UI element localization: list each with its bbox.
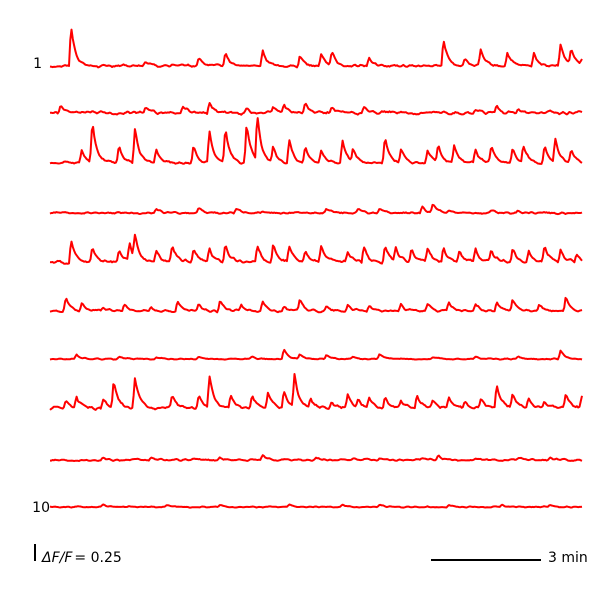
amplitude-value: = 0.25 <box>74 550 121 566</box>
trace-1 <box>49 28 583 69</box>
amplitude-quantity: ΔF/F <box>41 550 73 566</box>
trace-label-first: 1 <box>33 56 42 72</box>
trace-9 <box>50 454 583 462</box>
trace-label-last: 10 <box>32 500 50 516</box>
trace-2 <box>49 102 583 116</box>
time-scale-label: 3 min <box>548 550 588 566</box>
trace-5 <box>49 233 583 265</box>
trace-6 <box>49 296 583 314</box>
trace-3 <box>49 117 583 165</box>
traces-group <box>49 28 583 509</box>
amplitude-scale-label: ΔF/F = 0.25 <box>41 550 122 566</box>
trace-10 <box>49 503 583 509</box>
trace-8 <box>49 373 583 411</box>
trace-7 <box>49 348 583 361</box>
trace-4 <box>49 203 583 216</box>
